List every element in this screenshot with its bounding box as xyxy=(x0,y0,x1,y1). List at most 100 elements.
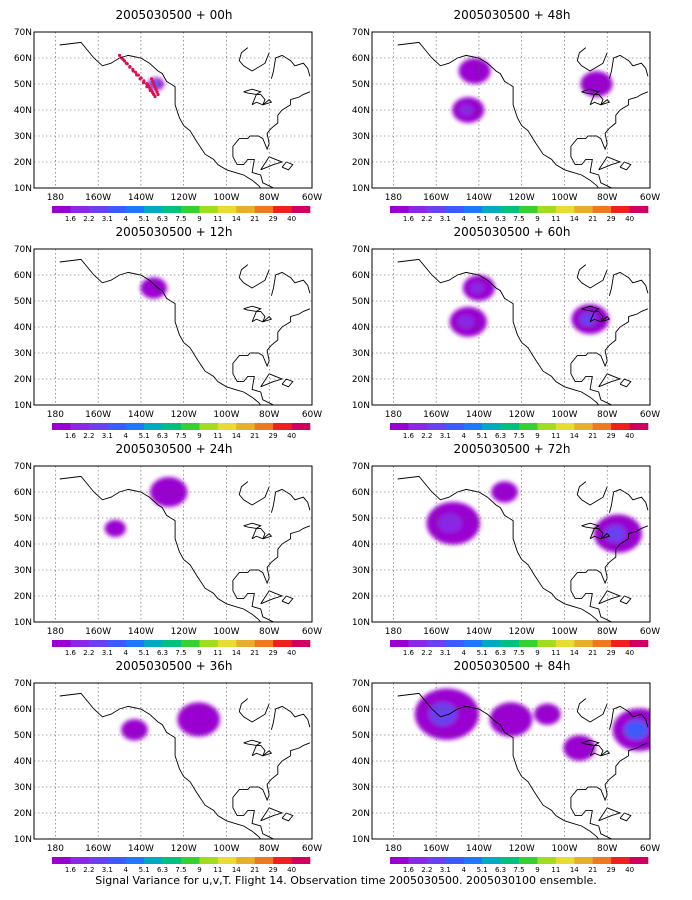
colorbar-segment xyxy=(144,857,163,864)
lat-tick-label: 70N xyxy=(352,462,370,472)
colorbar-label: 9 xyxy=(197,215,201,223)
colorbar-label: 7.5 xyxy=(175,649,186,657)
colorbar-segment xyxy=(291,206,311,213)
colorbar-segment xyxy=(70,206,90,213)
lat-tick-label: 50N xyxy=(352,514,370,524)
observation-point xyxy=(136,73,140,77)
colorbar-segment xyxy=(463,423,483,430)
colorbar-label: 14 xyxy=(570,866,579,874)
colorbar-label: 29 xyxy=(607,215,616,223)
colorbar-segment xyxy=(88,206,108,213)
colorbar-segment xyxy=(463,857,483,864)
colorbar-label: 4 xyxy=(461,215,466,223)
lat-tick-label: 10N xyxy=(14,401,32,411)
variance-map: 10N 20N 30N 40N 50N 60N 70N 180 160W 140W 120W 100W… xyxy=(352,679,660,874)
colorbar-segment xyxy=(236,640,256,647)
colorbar-label: 2.2 xyxy=(421,649,432,657)
colorbar-segment xyxy=(162,857,182,864)
lat-tick-label: 10N xyxy=(14,184,32,194)
colorbar-label: 3.1 xyxy=(440,432,451,440)
colorbar-segment xyxy=(611,857,630,864)
colorbar-segment xyxy=(555,206,575,213)
lon-tick-label: 160W xyxy=(423,193,449,203)
colorbar-label: 6.3 xyxy=(495,649,506,657)
colorbar-segment xyxy=(390,640,409,647)
lon-tick-label: 120W xyxy=(509,844,535,854)
lon-tick-label: 180 xyxy=(47,410,64,420)
colorbar-label: 21 xyxy=(250,215,259,223)
colorbar-segment xyxy=(199,206,219,213)
colorbar-segment xyxy=(629,206,649,213)
lon-tick-label: 160W xyxy=(423,410,449,420)
lon-tick-label: 80W xyxy=(597,627,617,637)
lat-tick-label: 60N xyxy=(352,54,370,64)
colorbar-label: 11 xyxy=(213,649,222,657)
lon-tick-label: 160W xyxy=(423,844,449,854)
colorbar-segment xyxy=(181,423,200,430)
variance-region xyxy=(563,735,596,761)
lat-tick-label: 60N xyxy=(352,271,370,281)
colorbar-label: 6.3 xyxy=(495,432,506,440)
colorbar-label: 11 xyxy=(213,215,222,223)
lon-tick-label: 60W xyxy=(302,844,322,854)
lon-tick-label: 80W xyxy=(259,844,279,854)
lat-tick-label: 70N xyxy=(14,462,32,472)
map-panel: 2005030500 + 48h 10N 20N 30N 40N 50N 60N 70N 180… xyxy=(352,8,672,226)
colorbar-label: 14 xyxy=(232,215,241,223)
colorbar-label: 7.5 xyxy=(513,866,524,874)
colorbar-label: 1.6 xyxy=(403,866,415,874)
lon-tick-label: 180 xyxy=(385,844,402,854)
variance-region xyxy=(533,703,561,725)
colorbar-label: 40 xyxy=(287,432,296,440)
lat-tick-label: 70N xyxy=(352,245,370,255)
lon-tick-label: 140W xyxy=(128,844,154,854)
colorbar-label: 21 xyxy=(250,649,259,657)
colorbar-segment xyxy=(482,423,501,430)
colorbar-segment xyxy=(500,857,520,864)
variance-map: 10N 20N 30N 40N 50N 60N 70N 180 160W 140W 120W 100W… xyxy=(14,28,322,223)
colorbar-label: 3.1 xyxy=(102,215,113,223)
colorbar-label: 1.6 xyxy=(403,649,415,657)
colorbar-label: 4 xyxy=(123,432,128,440)
colorbar-segment xyxy=(574,423,594,430)
colorbar-segment xyxy=(144,423,163,430)
colorbar-label: 7.5 xyxy=(175,215,186,223)
lon-tick-label: 140W xyxy=(466,627,492,637)
lon-tick-label: 80W xyxy=(597,410,617,420)
colorbar-segment xyxy=(107,857,127,864)
colorbar-segment xyxy=(291,640,311,647)
colorbar-label: 6.3 xyxy=(157,432,168,440)
colorbar-segment xyxy=(125,423,145,430)
observation-point xyxy=(153,94,157,99)
lon-tick-label: 100W xyxy=(213,844,239,854)
colorbar-label: 5.1 xyxy=(139,866,150,874)
map-panel: 2005030500 + 36h 10N 20N 30N 40N 50N 60N 70N 180… xyxy=(14,659,334,877)
colorbar-label: 29 xyxy=(269,649,278,657)
lon-tick-label: 120W xyxy=(171,627,197,637)
colorbar-segment xyxy=(500,640,520,647)
lat-tick-label: 70N xyxy=(14,28,32,38)
colorbar-segment xyxy=(445,640,465,647)
colorbar-segment xyxy=(199,857,219,864)
colorbar-segment xyxy=(537,640,557,647)
colorbar-segment xyxy=(291,857,311,864)
colorbar-label: 3.1 xyxy=(440,215,451,223)
colorbar-segment xyxy=(254,857,274,864)
colorbar-label: 29 xyxy=(607,432,616,440)
colorbar-segment xyxy=(107,640,127,647)
variance-region xyxy=(458,58,491,84)
observation-point xyxy=(133,70,138,74)
lat-tick-label: 20N xyxy=(14,809,32,819)
colorbar-segment xyxy=(426,640,446,647)
lat-tick-label: 20N xyxy=(14,375,32,385)
colorbar-segment xyxy=(519,857,538,864)
colorbar-segment xyxy=(52,857,71,864)
panel-title: 2005030500 + 24h xyxy=(115,442,233,456)
colorbar-label: 2.2 xyxy=(421,432,432,440)
lon-tick-label: 100W xyxy=(551,627,577,637)
lon-tick-label: 120W xyxy=(509,193,535,203)
lon-tick-label: 120W xyxy=(171,410,197,420)
colorbar-segment xyxy=(408,640,428,647)
map-panel: 2005030500 + 72h 10N 20N 30N 40N 50N 60N 70N 180… xyxy=(352,442,672,660)
colorbar-segment xyxy=(555,640,575,647)
